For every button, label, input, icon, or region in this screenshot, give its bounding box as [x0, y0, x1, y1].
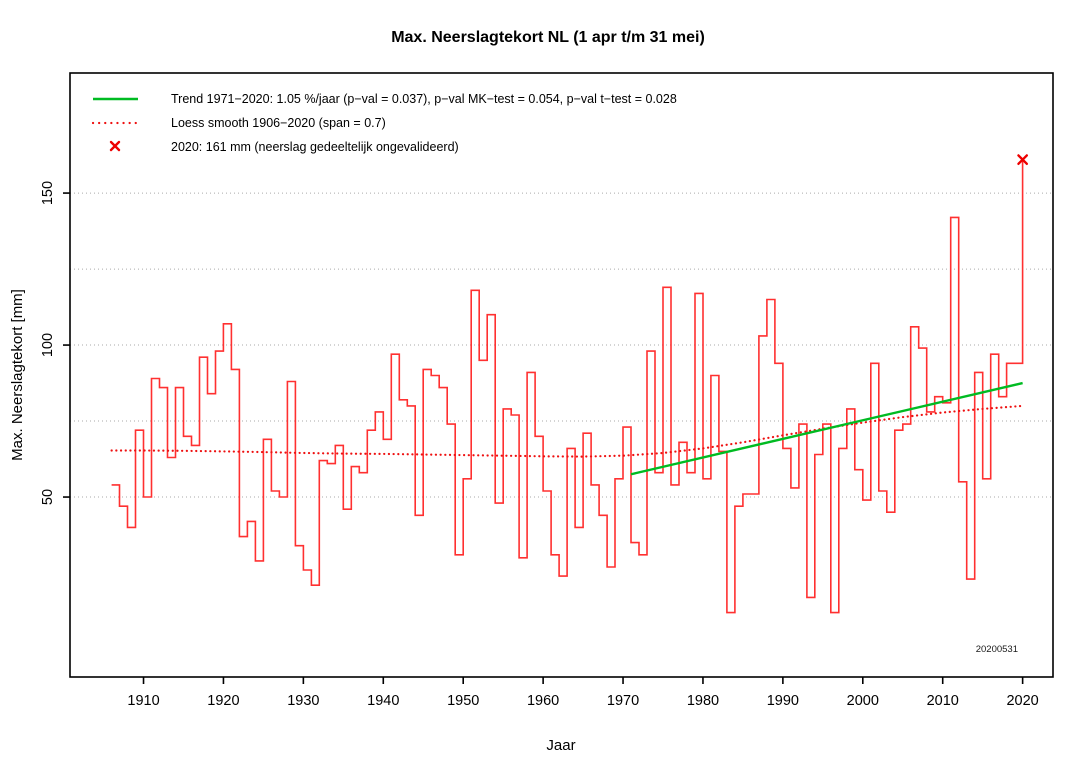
y-axis-ticks: 50 100 150	[40, 181, 70, 505]
x-tick-label-1950: 1950	[447, 693, 479, 709]
x-tick-label-2000: 2000	[847, 693, 879, 709]
x-marker-stroke	[1017, 154, 1029, 166]
x-tick-label-1970: 1970	[607, 693, 639, 709]
y-axis-label: Max. Neerslagtekort [mm]	[9, 289, 26, 461]
legend-x-marker-icon	[109, 140, 121, 152]
x-axis-label: Jaar	[546, 737, 575, 754]
x-axis-ticks: 1910 1920 1930 1940 1950 1960 1970 1980 1990 2000…	[127, 677, 1039, 709]
marker-2020-x-icon	[1017, 154, 1029, 166]
x-tick-label-1960: 1960	[527, 693, 559, 709]
x-tick-label-1940: 1940	[367, 693, 399, 709]
chart-title: Max. Neerslagtekort NL (1 apr t/m 31 mei…	[391, 29, 705, 46]
x-tick-label-1990: 1990	[767, 693, 799, 709]
x-tick-label-1910: 1910	[127, 693, 159, 709]
x-tick-label-1920: 1920	[207, 693, 239, 709]
loess-smooth-path	[110, 404, 1024, 458]
legend: Trend 1971−2020: 1.05 %/jaar (p−val = 0.…	[91, 92, 677, 154]
gridlines	[70, 192, 1053, 498]
legend-trend-label: Trend 1971−2020: 1.05 %/jaar (p−val = 0.…	[171, 92, 677, 106]
legend-loess-label: Loess smooth 1906−2020 (span = 0.7)	[171, 116, 386, 130]
data-series-group	[110, 154, 1029, 614]
y-tick-label-50: 50	[40, 489, 56, 505]
x-tick-label-2010: 2010	[927, 693, 959, 709]
x-tick-label-1930: 1930	[287, 693, 319, 709]
step-series-path	[111, 159, 1024, 614]
y-tick-label-150: 150	[40, 181, 56, 205]
watermark-datestamp: 20200531	[976, 644, 1018, 655]
trend-line	[630, 381, 1023, 476]
y-tick-label-100: 100	[40, 333, 56, 357]
legend-marker-label: 2020: 161 mm (neerslag gedeeltelijk onge…	[171, 140, 459, 154]
x-tick-label-2020: 2020	[1006, 693, 1038, 709]
x-tick-label-1980: 1980	[687, 693, 719, 709]
legend-x-stroke	[109, 140, 121, 152]
plot-border	[69, 72, 1054, 678]
